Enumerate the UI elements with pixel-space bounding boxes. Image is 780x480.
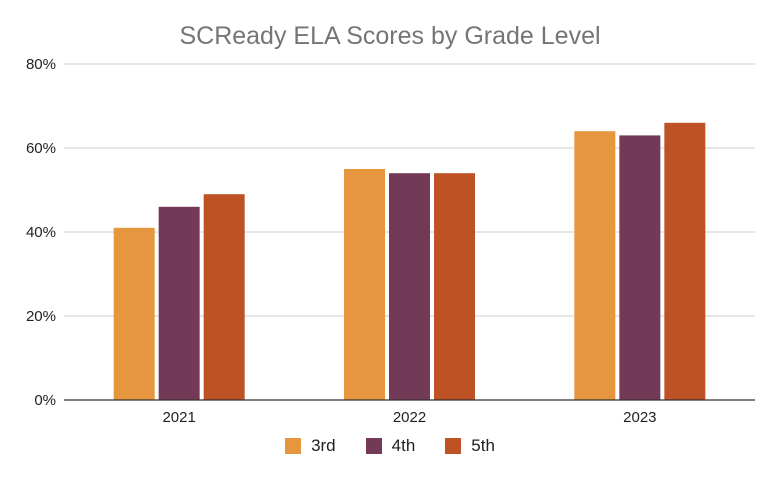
- x-tick-label-2021: 2021: [162, 409, 195, 426]
- x-tick-label-2022: 2022: [393, 409, 426, 426]
- legend-item-3rd[interactable]: 3rd: [285, 436, 336, 456]
- legend-swatch-3rd: [285, 438, 302, 454]
- legend-label-3rd: 3rd: [311, 436, 336, 455]
- bar-4th-2023: [619, 135, 661, 400]
- bar-4th-2022: [389, 173, 430, 400]
- y-tick-label-80: 80%: [26, 56, 56, 73]
- bar-5th-2021: [203, 194, 245, 400]
- bar-4th-2021: [158, 206, 200, 400]
- bar-5th-2022: [434, 173, 475, 400]
- legend-label-4th: 4th: [391, 436, 416, 455]
- x-tick-label-2023: 2023: [623, 409, 656, 426]
- y-tick-label-20: 20%: [26, 308, 56, 325]
- bar-5th-2023: [664, 122, 706, 401]
- bar-3rd-2022: [344, 169, 385, 400]
- y-tick-label-40: 40%: [26, 224, 56, 241]
- y-tick-label-60: 60%: [26, 140, 56, 157]
- legend-swatch-4th: [365, 438, 382, 454]
- bar-3rd-2023: [574, 131, 616, 400]
- legend-item-4th[interactable]: 4th: [365, 436, 416, 456]
- legend: 3rd 4th 5th: [0, 436, 780, 456]
- legend-item-5th[interactable]: 5th: [445, 436, 495, 456]
- legend-label-5th: 5th: [471, 436, 495, 455]
- bar-3rd-2021: [113, 227, 155, 400]
- legend-swatch-5th: [445, 438, 462, 454]
- y-tick-label-0: 0%: [34, 392, 56, 409]
- chart-title: SCReady ELA Scores by Grade Level: [179, 22, 601, 50]
